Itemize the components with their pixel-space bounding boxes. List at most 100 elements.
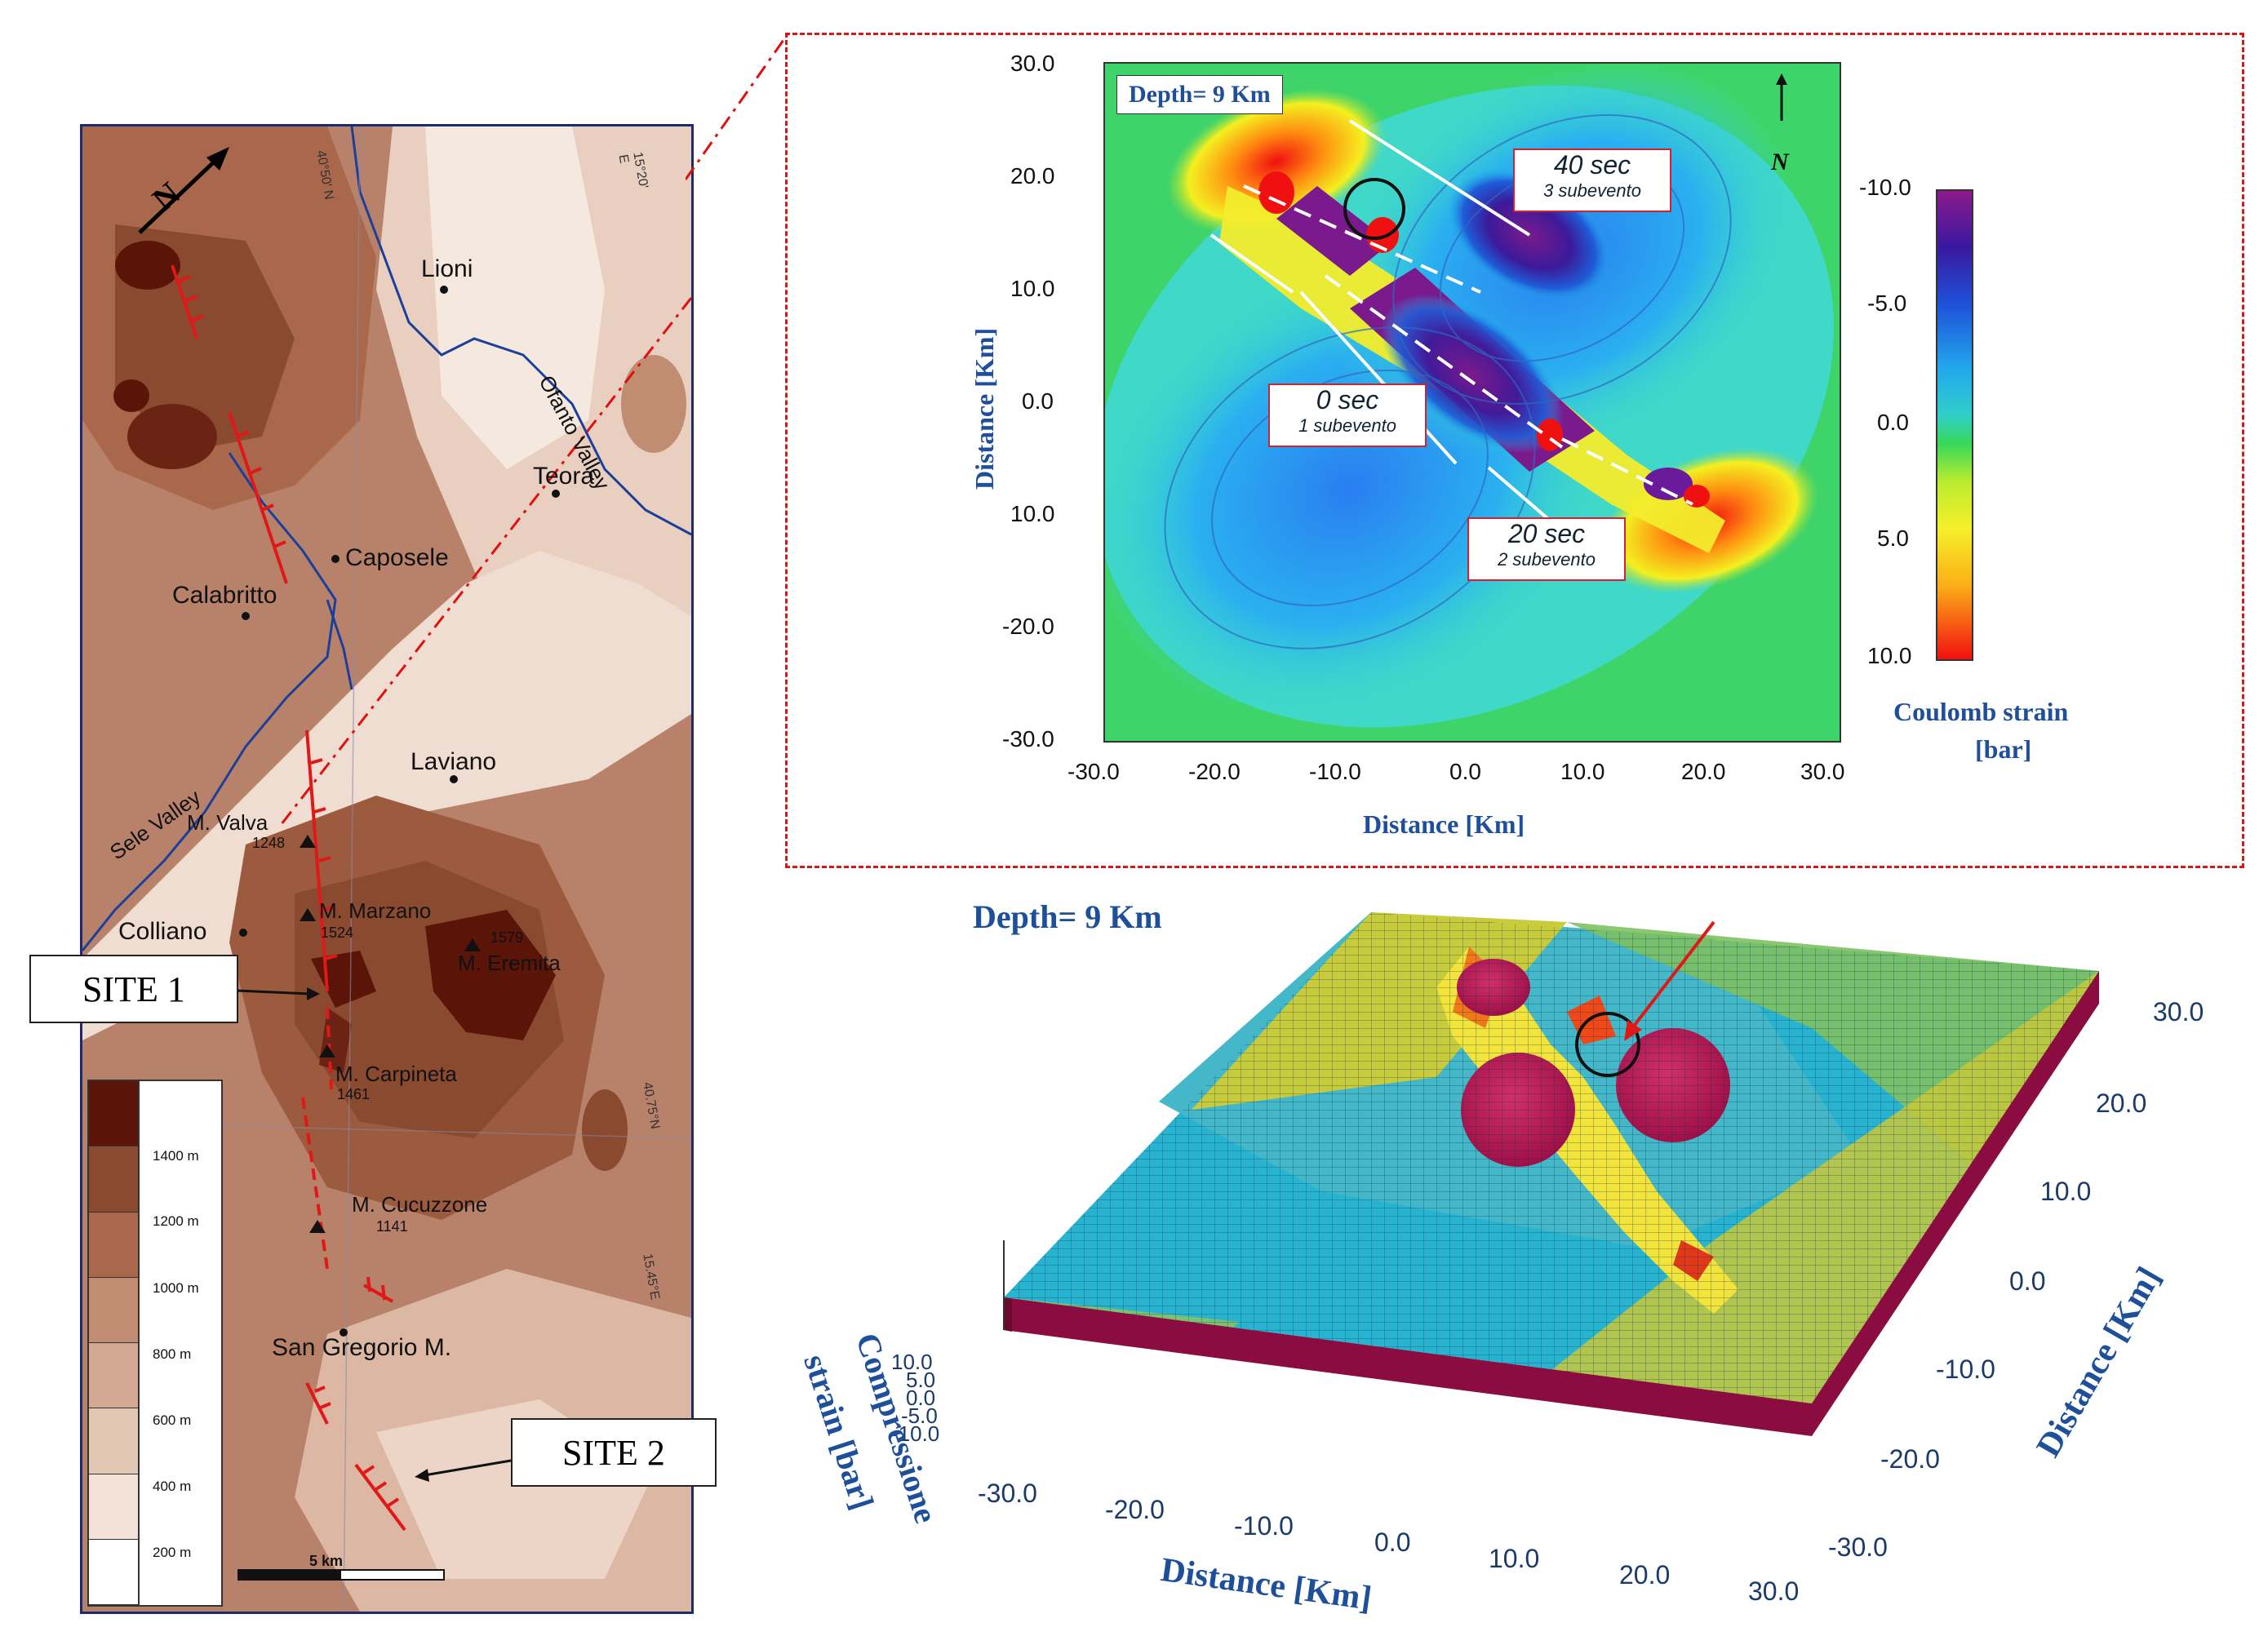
colorbar-tick-0: -10.0 (1859, 175, 1911, 200)
legend-swatch (89, 1081, 138, 1147)
event-0sec-time: 0 sec (1316, 385, 1379, 415)
plot3d-ztick-4: -10.0 (891, 1421, 940, 1446)
peak-valva: M. Valva (187, 810, 269, 835)
map-scale-bar (237, 1569, 445, 1581)
elevation-legend: 1400 m 1200 m 1000 m 800 m 600 m 400 m 2… (87, 1080, 223, 1607)
colorbar-tick-1: -5.0 (1867, 290, 1907, 316)
town-laviano: Laviano (411, 748, 497, 775)
plot3d-ytick-6: -30.0 (1828, 1532, 1888, 1562)
town-lioni: Lioni (421, 255, 473, 282)
zoom-connector (686, 33, 789, 180)
town-san-gregorio: San Gregorio M. (272, 1334, 452, 1361)
plot2d-ytick-1: 20.0 (1010, 163, 1055, 188)
legend-swatch (89, 1212, 138, 1278)
plot3d-xtick-1: -20.0 (1105, 1495, 1165, 1524)
town-colliano: Colliano (118, 918, 207, 945)
colorbar-tick-4: 10.0 (1867, 643, 1912, 668)
plot2d-xtick-2: -10.0 (1309, 759, 1361, 784)
colorbar (1936, 189, 1973, 661)
plot2d-xtick-6: 30.0 (1800, 759, 1845, 784)
event-40sec-time: 40 sec (1553, 150, 1631, 180)
colorbar-tick-2: 0.0 (1877, 410, 1909, 435)
colorbar-tick-3: 5.0 (1877, 525, 1909, 551)
plot2d-xtick-4: 10.0 (1560, 759, 1605, 784)
plot2d-xtick-1: -20.0 (1188, 759, 1241, 784)
plot3d-xtick-5: 20.0 (1619, 1560, 1671, 1590)
plot2d-xlabel: Distance [Km] (1363, 809, 1525, 839)
town-calabritto: Calabritto (172, 582, 277, 609)
plot2d-ytick-2: 10.0 (1010, 276, 1055, 301)
legend-400: 400 m (153, 1479, 192, 1494)
legend-swatch (89, 1539, 138, 1605)
map-scale-label: 5 km (309, 1553, 344, 1569)
legend-swatch (89, 1343, 138, 1409)
surface-3d-plot (1003, 912, 2099, 1436)
plot3d-ytick-0: 30.0 (2153, 997, 2204, 1026)
plot2d-ytick-6: -30.0 (1002, 726, 1054, 752)
legend-swatch (89, 1408, 138, 1474)
plot3d-xtick-3: 0.0 (1374, 1528, 1411, 1557)
event-20sec-sub: 2 subevento (1498, 549, 1596, 570)
legend-swatch (89, 1146, 138, 1213)
legend-800: 800 m (153, 1346, 192, 1362)
site-arrows (236, 987, 512, 1482)
north-arrow-icon (138, 147, 229, 234)
event-20sec: 20 sec 2 subevento (1467, 517, 1626, 581)
plot2d-ytick-0: 30.0 (1010, 51, 1055, 76)
plot3d-ztick-3: -5.0 (901, 1403, 938, 1428)
legend-1200: 1200 m (153, 1213, 199, 1229)
town-caposele: Caposele (345, 544, 449, 571)
site-1-label: SITE 1 (29, 955, 238, 1023)
north-arrow-icon (1776, 73, 1787, 121)
topographic-map: N 40°50' N 15°20' E 40.75°N 15.45°E Lion… (80, 124, 694, 1614)
plot2d-ytick-5: -20.0 (1002, 614, 1054, 639)
plot3d-ytick-2: 10.0 (2040, 1177, 2092, 1206)
plot2d-ytick-4: 10.0 (1010, 501, 1055, 526)
plot3d-ytick-5: -20.0 (1880, 1444, 1940, 1474)
plot2d-xtick-3: 0.0 (1449, 759, 1481, 784)
colorbar-title-2: [bar] (1975, 734, 2032, 764)
zoom-frame (785, 33, 2244, 868)
plot3d-ytick-1: 20.0 (2096, 1089, 2147, 1118)
plot3d-ytick-4: -10.0 (1936, 1355, 1995, 1384)
peak-valva-elev: 1248 (252, 835, 286, 851)
plot2d-depth-label: Depth= 9 Km (1116, 75, 1283, 114)
peak-carpineta: M. Carpineta (335, 1062, 457, 1086)
plot2d-ylabel: Distance [Km] (970, 327, 999, 490)
plot3d-xtick-4: 10.0 (1489, 1544, 1540, 1573)
legend-200: 200 m (153, 1545, 192, 1560)
site-2-label: SITE 2 (511, 1418, 717, 1487)
plot3d-ztick-2: 0.0 (906, 1386, 936, 1410)
legend-swatch (89, 1474, 138, 1540)
plot3d-xtick-2: -10.0 (1234, 1511, 1294, 1541)
peak-eremita-elev: 1579 (490, 929, 524, 946)
peak-cucuzzone: M. Cucuzzone (352, 1192, 488, 1217)
town-teora: Teora (533, 463, 595, 490)
plot3d-ztick-1: 5.0 (906, 1368, 936, 1392)
plot3d-xtick-6: 30.0 (1748, 1576, 1800, 1606)
event-20sec-time: 20 sec (1507, 519, 1586, 548)
event-0sec: 0 sec 1 subevento (1268, 384, 1427, 447)
legend-swatch (89, 1277, 138, 1343)
peak-cucuzzone-elev: 1141 (376, 1218, 408, 1235)
event-0sec-sub: 1 subevento (1298, 415, 1396, 436)
peak-carpineta-elev: 1461 (337, 1086, 371, 1102)
event-40sec-sub: 3 subevento (1543, 180, 1641, 201)
plot3d-ytick-3: 0.0 (2009, 1266, 2046, 1296)
plot2d-north-label: N (1771, 149, 1789, 175)
plot3d-depth-label: Depth= 9 Km (973, 898, 1162, 935)
plot2d-xtick-5: 20.0 (1681, 759, 1726, 784)
plot3d-xtick-0: -30.0 (978, 1479, 1037, 1508)
peak-eremita: M. Eremita (458, 951, 561, 975)
plot2d-xtick-0: -30.0 (1067, 759, 1120, 784)
coulomb-map-plot: Depth= 9 Km N 40 sec 3 subevento 0 sec 1… (1103, 62, 1841, 743)
peak-marzano: M. Marzano (319, 898, 432, 923)
plot2d-ytick-3: 0.0 (1022, 388, 1054, 414)
legend-600: 600 m (153, 1412, 192, 1428)
event-40sec: 40 sec 3 subevento (1513, 149, 1671, 212)
colorbar-title-1: Coulomb strain (1893, 697, 2069, 726)
peak-marzano-elev: 1524 (321, 924, 354, 941)
plot3d-ztick-0: 10.0 (891, 1350, 933, 1374)
legend-1000: 1000 m (153, 1280, 199, 1296)
legend-1400: 1400 m (153, 1148, 199, 1164)
